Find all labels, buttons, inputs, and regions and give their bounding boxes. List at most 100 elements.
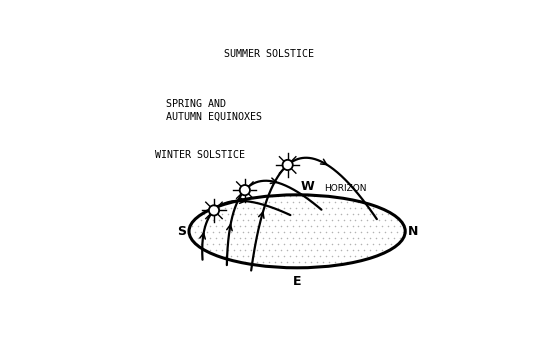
Point bbox=[220, 217, 229, 223]
Point bbox=[351, 241, 360, 247]
Point bbox=[357, 217, 366, 223]
Point bbox=[387, 241, 396, 247]
Point bbox=[271, 223, 280, 229]
Point bbox=[200, 235, 208, 241]
Point bbox=[277, 247, 286, 253]
Point bbox=[241, 235, 250, 241]
Point bbox=[324, 235, 333, 241]
Point bbox=[321, 253, 330, 259]
Point bbox=[200, 223, 208, 229]
Point bbox=[351, 253, 360, 259]
Point bbox=[268, 253, 277, 259]
Point bbox=[310, 206, 319, 211]
Point bbox=[235, 200, 244, 205]
Point bbox=[247, 259, 256, 265]
Point bbox=[286, 217, 295, 223]
Point bbox=[297, 229, 306, 235]
Point bbox=[265, 247, 274, 253]
Point bbox=[256, 217, 265, 223]
Point bbox=[256, 229, 265, 235]
Point bbox=[319, 223, 327, 229]
Point bbox=[393, 229, 401, 235]
Point bbox=[366, 247, 375, 253]
Circle shape bbox=[282, 160, 293, 170]
Point bbox=[348, 223, 357, 229]
Point bbox=[241, 259, 250, 265]
Point bbox=[310, 241, 319, 247]
Point bbox=[247, 247, 256, 253]
Point bbox=[291, 217, 300, 223]
Point bbox=[295, 259, 304, 265]
Point bbox=[256, 206, 265, 211]
Point bbox=[238, 241, 247, 247]
Point bbox=[250, 253, 259, 259]
Point bbox=[369, 241, 378, 247]
Point bbox=[306, 235, 315, 241]
Point bbox=[348, 247, 357, 253]
Point bbox=[220, 206, 229, 211]
Point bbox=[315, 241, 324, 247]
Point bbox=[357, 229, 366, 235]
Point bbox=[363, 241, 372, 247]
Point bbox=[238, 229, 247, 235]
Point bbox=[387, 229, 396, 235]
Point bbox=[232, 206, 241, 211]
Point bbox=[342, 200, 351, 205]
Text: SPRING AND
AUTUMN EQUINOXES: SPRING AND AUTUMN EQUINOXES bbox=[166, 99, 262, 122]
Point bbox=[226, 229, 235, 235]
Point bbox=[315, 229, 324, 235]
Point bbox=[280, 217, 289, 223]
Point bbox=[205, 235, 214, 241]
Point bbox=[253, 200, 262, 205]
Point bbox=[235, 247, 244, 253]
Point bbox=[271, 247, 280, 253]
Point bbox=[196, 229, 205, 235]
Point bbox=[357, 206, 366, 211]
Point bbox=[241, 223, 250, 229]
Point bbox=[319, 235, 327, 241]
Point bbox=[327, 253, 336, 259]
Point bbox=[235, 211, 244, 217]
Point bbox=[241, 211, 250, 217]
Point bbox=[220, 253, 229, 259]
Point bbox=[297, 206, 306, 211]
Point bbox=[208, 241, 217, 247]
Point bbox=[330, 247, 339, 253]
Point bbox=[375, 241, 384, 247]
Point bbox=[304, 241, 312, 247]
Point bbox=[286, 206, 295, 211]
Point bbox=[348, 200, 357, 205]
Point bbox=[339, 241, 348, 247]
Point bbox=[253, 223, 262, 229]
Point bbox=[300, 211, 309, 217]
Point bbox=[381, 229, 390, 235]
Point bbox=[277, 259, 286, 265]
Point bbox=[363, 229, 372, 235]
Point bbox=[378, 247, 386, 253]
Point bbox=[226, 206, 235, 211]
Text: W: W bbox=[301, 180, 315, 193]
Point bbox=[280, 241, 289, 247]
Point bbox=[330, 223, 339, 229]
Point bbox=[208, 217, 217, 223]
Point bbox=[286, 194, 295, 199]
Point bbox=[306, 247, 315, 253]
Point bbox=[381, 217, 390, 223]
Point bbox=[208, 229, 217, 235]
Point bbox=[360, 223, 369, 229]
Point bbox=[282, 211, 291, 217]
Point bbox=[319, 211, 327, 217]
Point bbox=[241, 200, 250, 205]
Point bbox=[244, 217, 253, 223]
Point bbox=[191, 229, 200, 235]
Point bbox=[342, 211, 351, 217]
Point bbox=[297, 217, 306, 223]
Point bbox=[274, 229, 282, 235]
Point bbox=[297, 253, 306, 259]
Point bbox=[217, 247, 226, 253]
Text: HORIZON: HORIZON bbox=[324, 184, 366, 193]
Point bbox=[324, 200, 333, 205]
Point bbox=[393, 217, 401, 223]
Point bbox=[300, 200, 309, 205]
Point bbox=[342, 247, 351, 253]
